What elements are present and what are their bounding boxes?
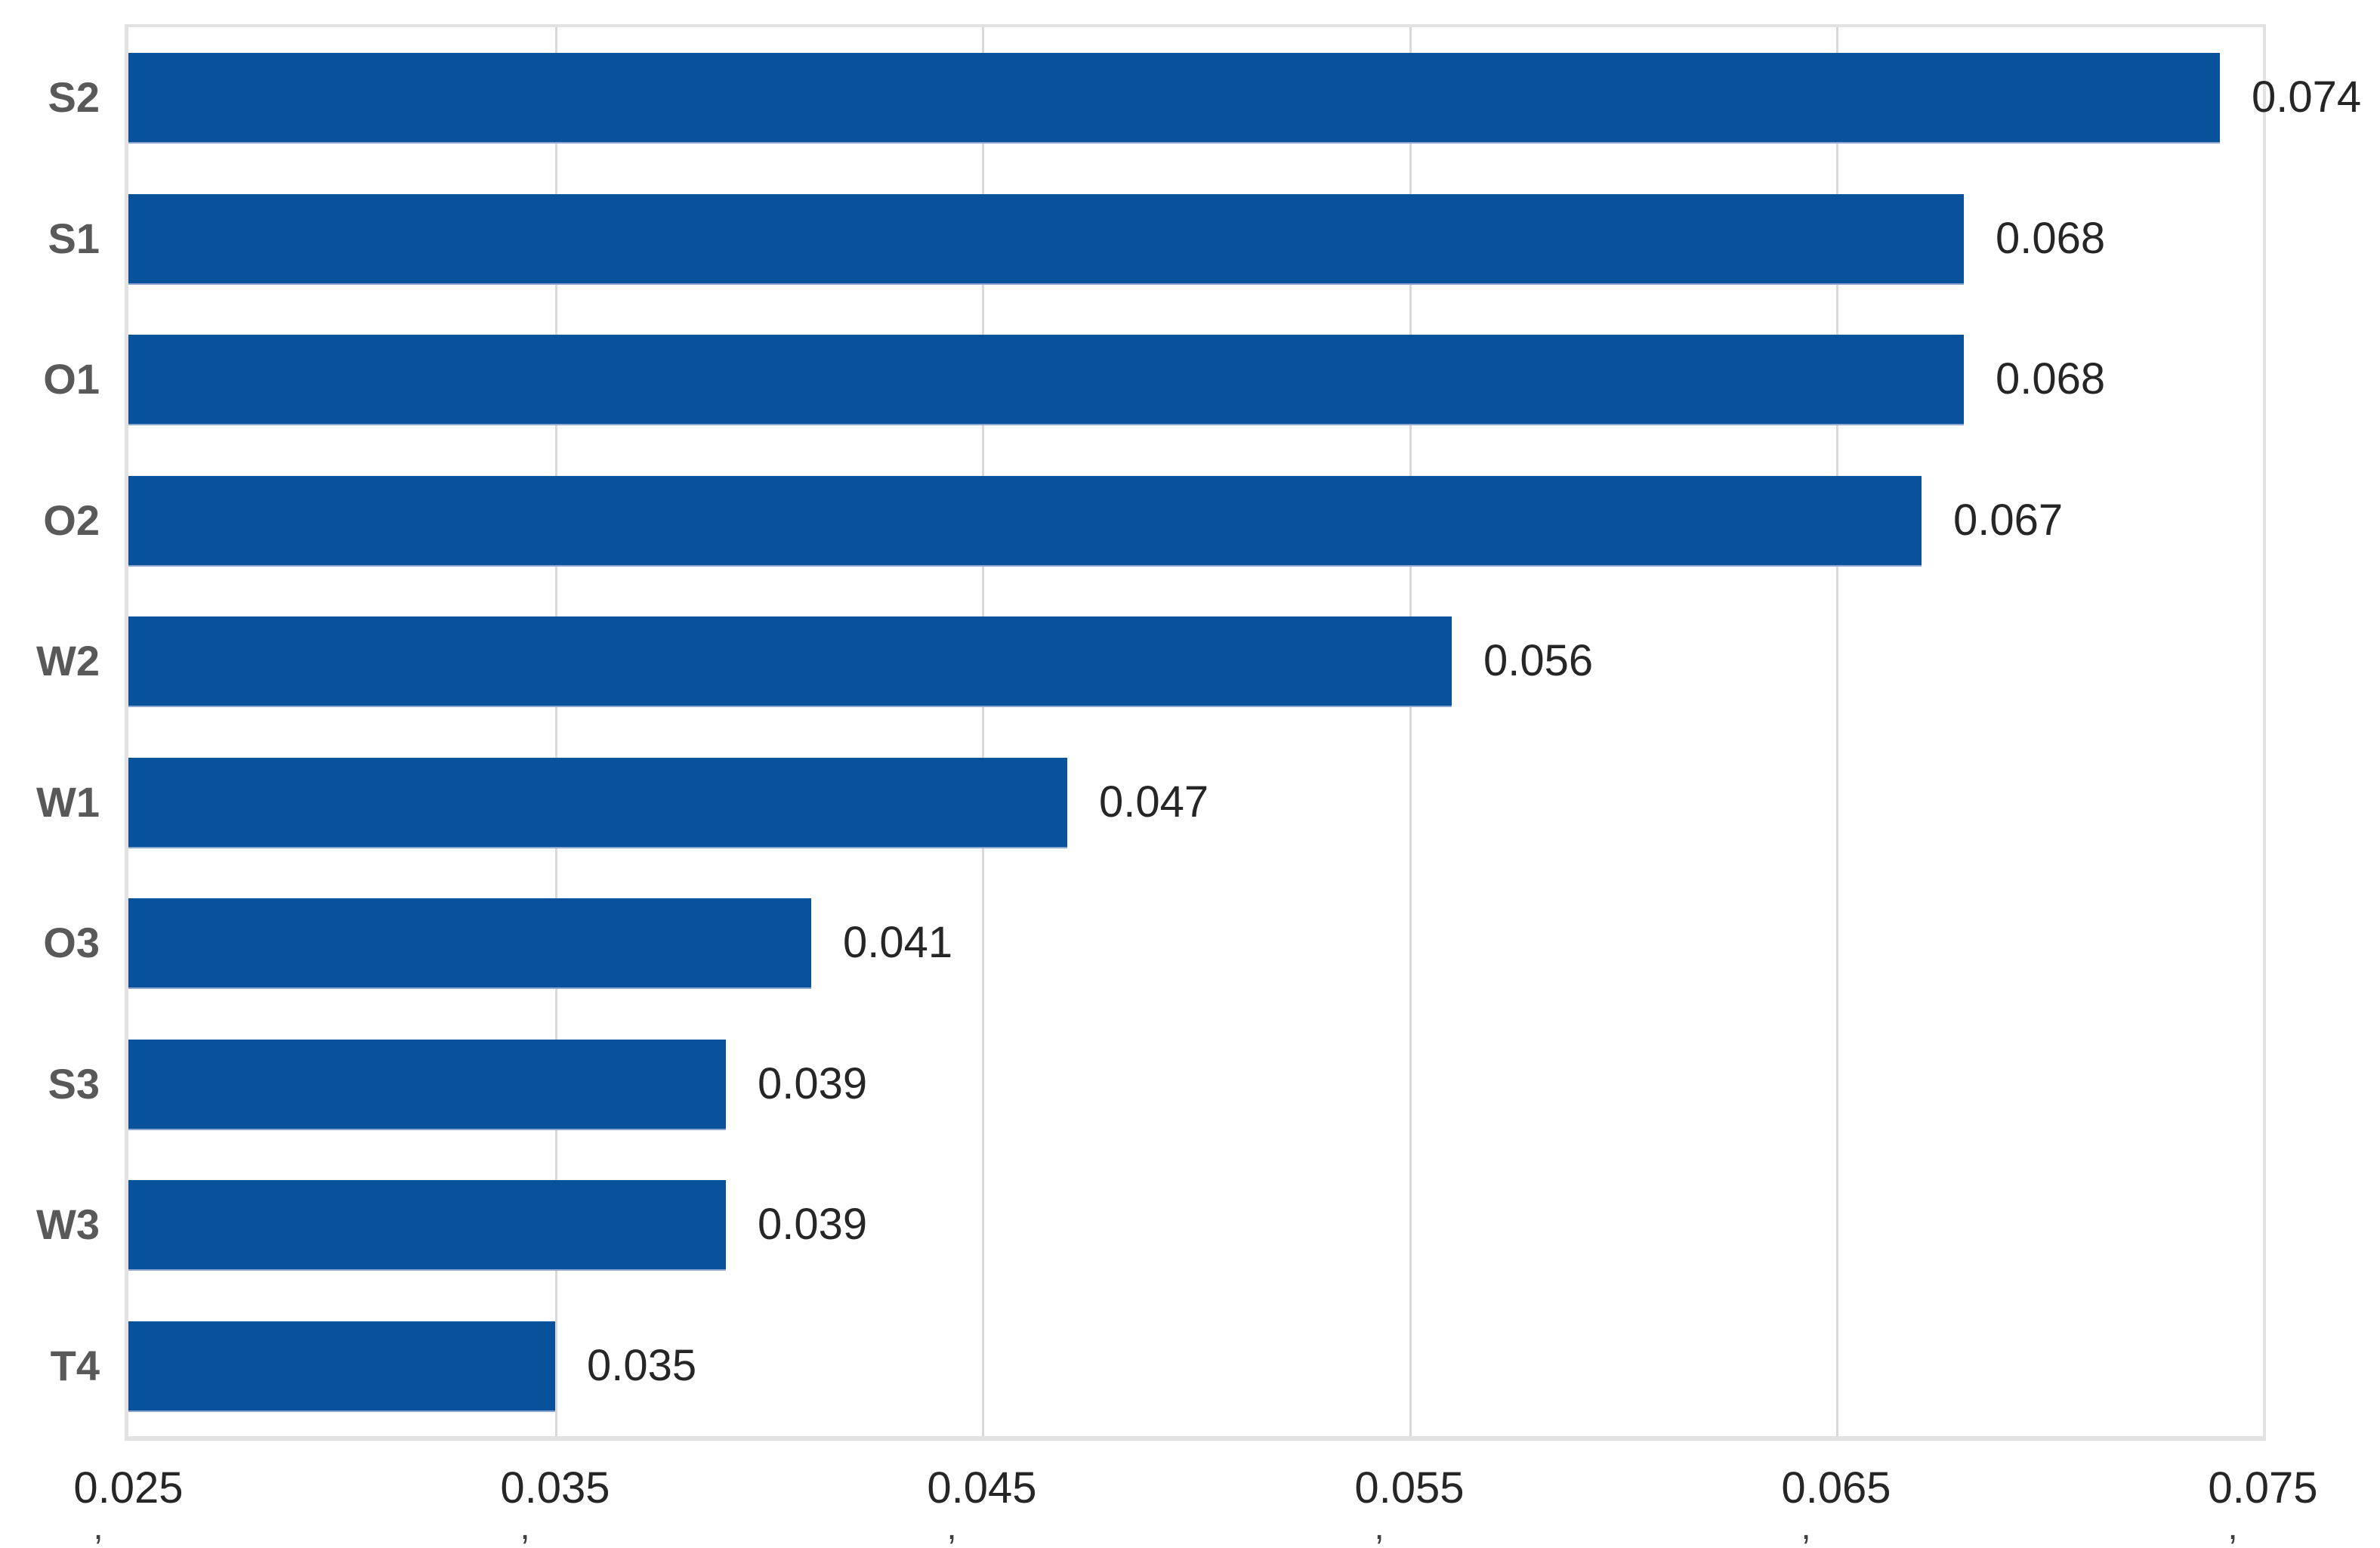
- x-tick-label: 0.025: [73, 1463, 184, 1512]
- vertical-gridline: [555, 27, 557, 1436]
- category-label-o3: O3: [43, 919, 100, 966]
- category-label-s3: S3: [48, 1060, 100, 1108]
- vertical-gridline: [982, 27, 984, 1436]
- x-tick-label: 0.045: [927, 1463, 1037, 1512]
- bar-o3: [128, 898, 811, 987]
- x-tick-label: 0.055: [1354, 1463, 1465, 1512]
- bar-w2: [128, 616, 1452, 706]
- bar-value-label: 0.039: [758, 1059, 868, 1108]
- plot-area: 0.074 0.068 0.068 0.067 0.056 0.047 0.041 0.039…: [125, 24, 2361, 1441]
- bar-value-label: 0.067: [1953, 496, 2064, 545]
- x-tick-label: 0.035: [500, 1463, 610, 1512]
- vertical-gridline: [1836, 27, 1838, 1436]
- bar-s1: [128, 194, 1964, 283]
- bar-o2: [128, 476, 1922, 565]
- tick-comma-mark: ,: [520, 1507, 530, 1547]
- tick-comma-mark: ,: [1374, 1507, 1384, 1547]
- bar-o1: [128, 335, 1964, 424]
- category-label-o1: O1: [43, 355, 100, 403]
- tick-comma-mark: ,: [2227, 1507, 2238, 1547]
- category-label-t4: T4: [50, 1342, 100, 1389]
- bar-value-label: 0.035: [587, 1341, 697, 1390]
- bar-value-label: 0.056: [1483, 636, 1594, 685]
- category-label-o2: O2: [43, 496, 100, 544]
- bar-value-label: 0.068: [1996, 214, 2106, 263]
- vertical-gridline: [1409, 27, 1412, 1436]
- tick-comma-mark: ,: [93, 1507, 103, 1547]
- category-label-s2: S2: [48, 73, 100, 121]
- bar-value-label: 0.047: [1099, 777, 1209, 827]
- bar-t4: [128, 1321, 555, 1411]
- category-label-w1: W1: [36, 778, 100, 826]
- bar-s2: [128, 53, 2220, 142]
- tick-comma-mark: ,: [946, 1507, 957, 1547]
- category-label-w3: W3: [36, 1200, 100, 1248]
- bar-value-label: 0.039: [758, 1200, 868, 1249]
- bar-w3: [128, 1180, 726, 1269]
- bar-w1: [128, 758, 1067, 847]
- tick-comma-mark: ,: [1801, 1507, 1811, 1547]
- category-label-s1: S1: [48, 215, 100, 262]
- x-tick-label: 0.065: [1781, 1463, 1891, 1512]
- bar-s3: [128, 1040, 726, 1129]
- bar-value-label: 0.041: [843, 918, 953, 967]
- x-tick-label: 0.075: [2208, 1463, 2318, 1512]
- bar-value-label: 0.074: [2252, 73, 2362, 122]
- bar-value-label: 0.068: [1996, 354, 2106, 403]
- category-label-w2: W2: [36, 637, 100, 684]
